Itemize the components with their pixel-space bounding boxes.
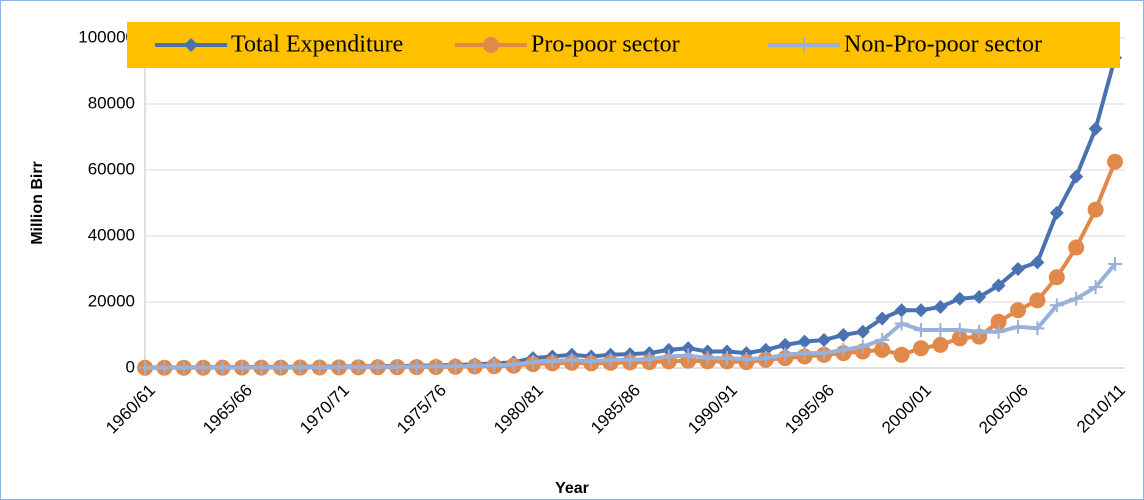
data-point xyxy=(855,324,870,339)
data-point xyxy=(914,303,928,318)
x-axis-title: Year xyxy=(555,480,589,497)
data-point xyxy=(1069,291,1084,306)
data-point xyxy=(1049,298,1064,313)
data-point xyxy=(797,346,812,361)
data-point xyxy=(1068,239,1085,256)
data-point xyxy=(312,360,327,375)
data-point xyxy=(836,328,851,342)
data-point xyxy=(273,360,288,375)
data-point xyxy=(817,332,831,347)
data-point xyxy=(196,360,211,375)
data-point xyxy=(951,330,968,347)
data-point xyxy=(564,353,579,368)
legend-background xyxy=(127,22,1120,68)
data-point xyxy=(1107,153,1123,170)
data-point xyxy=(1011,262,1025,276)
y-tick-label: 20000 xyxy=(88,291,135,310)
data-point xyxy=(429,359,443,374)
y-tick-label: 40000 xyxy=(88,225,135,244)
data-point xyxy=(1087,201,1104,218)
legend-marker xyxy=(483,37,499,53)
data-point xyxy=(778,337,793,352)
data-point xyxy=(409,359,424,374)
data-point xyxy=(990,313,1007,330)
data-point xyxy=(1010,302,1026,319)
data-point xyxy=(893,346,910,363)
y-axis-title: Million Birr xyxy=(29,161,46,245)
y-tick-label: 80000 xyxy=(88,93,135,112)
data-point xyxy=(681,341,696,356)
data-point xyxy=(1088,121,1103,136)
data-point xyxy=(138,360,152,375)
data-point xyxy=(254,360,269,375)
data-point xyxy=(351,360,366,375)
data-point xyxy=(739,352,754,367)
data-point xyxy=(1108,257,1122,272)
data-point xyxy=(952,291,967,306)
data-point xyxy=(797,334,812,349)
data-point xyxy=(487,358,502,373)
legend-label: Pro-poor sector xyxy=(531,32,680,58)
data-point xyxy=(157,360,172,375)
data-point xyxy=(875,311,890,326)
data-point xyxy=(642,352,657,367)
data-point xyxy=(836,342,851,357)
data-point xyxy=(215,360,230,375)
data-point xyxy=(894,303,909,318)
data-point xyxy=(448,359,463,374)
data-point xyxy=(991,278,1006,293)
data-point xyxy=(855,339,870,354)
data-point xyxy=(778,347,793,362)
data-point xyxy=(874,341,891,358)
data-point xyxy=(661,349,676,364)
data-point xyxy=(1049,205,1064,220)
data-point xyxy=(390,359,405,374)
data-point xyxy=(506,357,521,372)
y-tick-label: 60000 xyxy=(88,159,135,178)
data-point xyxy=(1029,292,1046,309)
data-point xyxy=(1011,319,1025,334)
data-point xyxy=(991,324,1006,339)
data-point xyxy=(332,360,346,375)
data-point xyxy=(681,348,696,363)
data-point xyxy=(293,360,308,375)
data-point xyxy=(758,351,773,366)
data-point xyxy=(1088,280,1103,295)
legend-label: Non-Pro-poor sector xyxy=(844,32,1042,58)
data-point xyxy=(933,299,948,314)
data-point xyxy=(1048,269,1065,286)
data-point xyxy=(603,353,618,368)
data-point xyxy=(545,354,560,369)
data-point xyxy=(176,360,191,375)
legend-label: Total Expenditure xyxy=(231,32,403,58)
data-point xyxy=(914,323,928,338)
data-point xyxy=(913,340,929,357)
data-point xyxy=(370,359,385,374)
legend-marker xyxy=(797,38,811,52)
legend-marker xyxy=(184,38,198,52)
data-point xyxy=(972,324,987,339)
data-point xyxy=(933,323,948,338)
data-point xyxy=(1030,255,1045,270)
data-point xyxy=(467,358,482,373)
data-point xyxy=(1030,321,1045,336)
y-tick-label: 0 xyxy=(126,357,135,376)
data-point xyxy=(817,346,831,361)
data-point xyxy=(972,290,987,305)
data-point xyxy=(526,355,540,370)
y-tick-label: 100000 xyxy=(78,27,135,46)
data-point xyxy=(932,336,949,353)
data-point xyxy=(720,351,734,366)
data-point xyxy=(584,354,599,369)
data-point xyxy=(700,351,715,366)
data-point xyxy=(875,332,890,347)
data-point xyxy=(1069,169,1084,184)
data-point xyxy=(952,323,967,338)
data-point xyxy=(235,360,249,375)
data-point xyxy=(894,316,909,331)
data-point xyxy=(623,352,637,367)
